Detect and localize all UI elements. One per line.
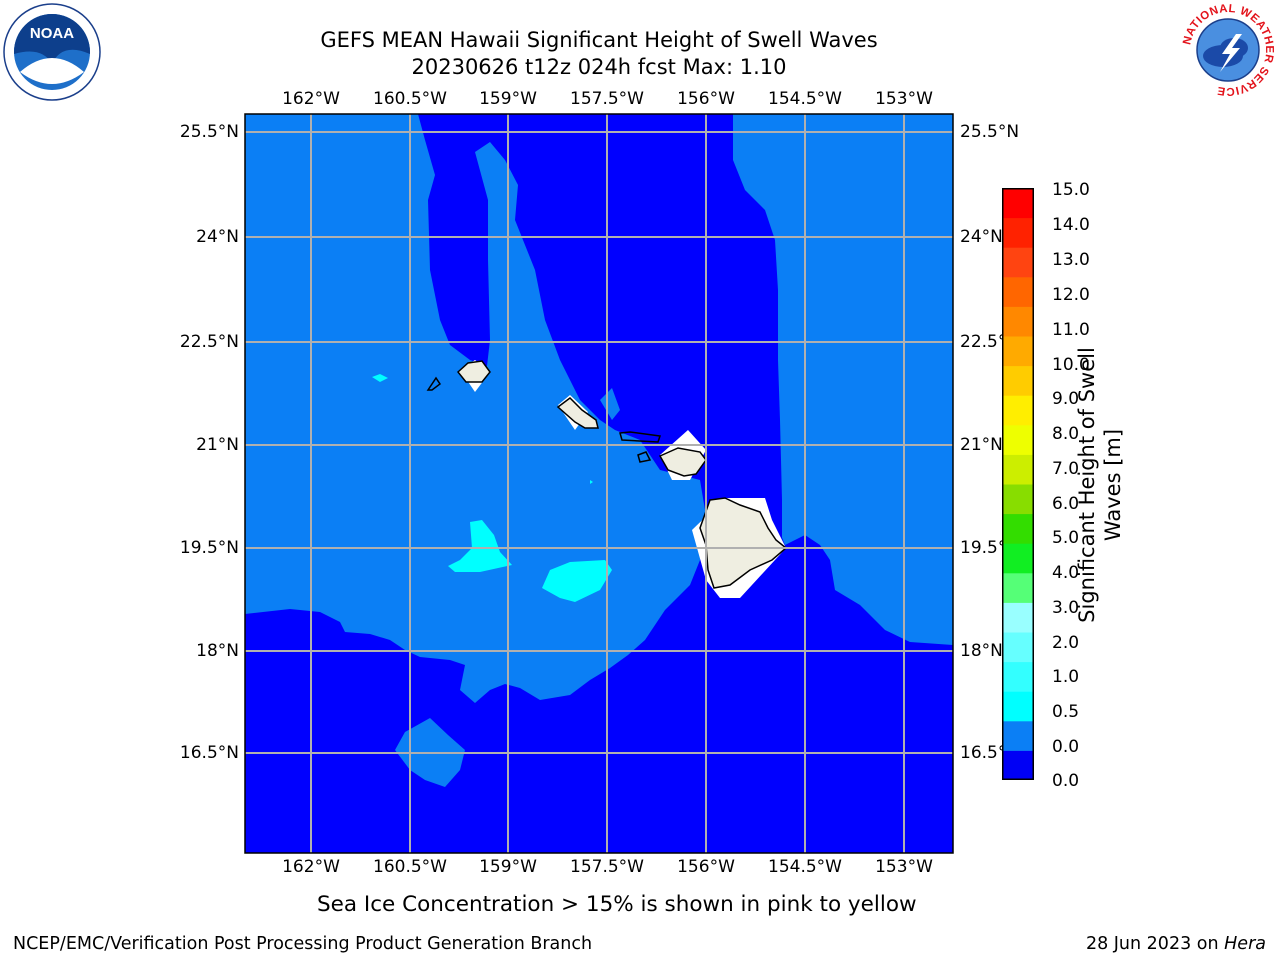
swell-band-1-0-1-5: [372, 374, 388, 382]
colorbar-swatch: [1002, 365, 1034, 396]
colorbar-swatch: [1002, 306, 1034, 337]
colorbar-swatch: [1002, 661, 1034, 692]
lat-tick-left: 22.5°N: [179, 332, 239, 352]
colorbar-swatch: [1002, 513, 1034, 544]
colorbar-tick: 10.0: [1052, 355, 1090, 375]
chart-title-line2: 20230626 t12z 024h fcst Max: 1.10: [411, 55, 787, 79]
colorbar-swatch: [1002, 484, 1034, 515]
lon-tick-bottom: 154.5°W: [768, 857, 842, 877]
colorbar-swatch: [1002, 188, 1034, 219]
island-oahu: [556, 397, 599, 429]
lon-tick-top: 160.5°W: [373, 89, 447, 109]
colorbar-swatch: [1002, 336, 1034, 367]
colorbar-tick: 6.0: [1052, 494, 1080, 514]
lat-tick-left: 16.5°N: [179, 743, 239, 763]
colorbar-swatch: [1002, 454, 1034, 485]
colorbar-swatch: [1002, 602, 1034, 633]
colorbar-tick: 0.0: [1052, 737, 1080, 757]
colorbar-swatch: [1002, 543, 1034, 574]
lat-tick-right: 25.5°N: [960, 122, 1020, 142]
colorbar-tick: 2.0: [1052, 633, 1080, 653]
colorbar-frame: [1002, 188, 1034, 780]
colorbar-swatch: [1002, 720, 1034, 751]
lon-tick-top: 159°W: [479, 89, 537, 109]
nws-logo: NATIONAL WEATHER SERVICE: [1178, 0, 1278, 100]
colorbar-label-line2: Waves [m]: [1101, 428, 1125, 542]
colorbar-tick: 12.0: [1052, 285, 1090, 305]
map-layers: [245, 114, 953, 853]
lon-tick-top: 156°W: [677, 89, 735, 109]
swell-band-1-0-1-5: [448, 520, 512, 572]
colorbar-tick: 1.0: [1052, 667, 1080, 687]
colorbar-tick: 4.0: [1052, 563, 1080, 583]
lon-tick-bottom: 156°W: [677, 857, 735, 877]
colorbar: [1002, 188, 1034, 780]
colorbar-tick: 0.0: [1052, 771, 1080, 791]
lat-tick-left: 24°N: [196, 227, 239, 247]
colorbar-tick: 14.0: [1052, 215, 1090, 235]
swell-band-1-0-1-5: [542, 560, 612, 602]
colorbar-swatch: [1002, 572, 1034, 603]
lon-tick-bottom: 157.5°W: [570, 857, 644, 877]
lon-tick-top: 154.5°W: [768, 89, 842, 109]
footer-date: 28 Jun 2023 on: [1085, 934, 1225, 954]
lon-tick-top: 157.5°W: [570, 89, 644, 109]
lat-tick-left: 25.5°N: [179, 122, 239, 142]
colorbar-tick: 11.0: [1052, 320, 1090, 340]
colorbar-tick: 8.0: [1052, 424, 1080, 444]
swell-band-1-0-1-5: [590, 480, 593, 484]
island-kauai: [456, 360, 491, 383]
colorbar-swatch: [1002, 276, 1034, 307]
colorbar-swatch: [1002, 750, 1034, 780]
chart-title-line1: GEFS MEAN Hawaii Significant Height of S…: [320, 28, 878, 52]
lon-tick-top: 153°W: [875, 89, 933, 109]
island-molokai: [619, 431, 661, 443]
colorbar-tick: 9.0: [1052, 389, 1080, 409]
colorbar-swatch: [1002, 247, 1034, 278]
colorbar-tick: 15.0: [1052, 180, 1090, 200]
sea-ice-note: Sea Ice Concentration > 15% is shown in …: [317, 892, 917, 917]
noaa-logo: NOAA: [2, 2, 102, 102]
lat-tick-left: 21°N: [196, 435, 239, 455]
colorbar-tick: 7.0: [1052, 459, 1080, 479]
colorbar-swatch: [1002, 217, 1034, 248]
lon-tick-bottom: 160.5°W: [373, 857, 447, 877]
island-lanai: [637, 451, 652, 463]
map-frame: [244, 113, 954, 854]
lat-tick-left: 19.5°N: [179, 538, 239, 558]
lon-tick-bottom: 153°W: [875, 857, 933, 877]
colorbar-swatch: [1002, 632, 1034, 663]
colorbar-swatch: [1002, 424, 1034, 455]
colorbar-tick: 0.5: [1052, 702, 1080, 722]
footer-right: 28 Jun 2023 on Hera: [1086, 933, 1266, 955]
colorbar-label-line1: Significant Height of Swell: [1075, 347, 1099, 623]
colorbar-tick: 3.0: [1052, 598, 1080, 618]
colorbar-swatch: [1002, 395, 1034, 426]
island-niihau: [426, 376, 442, 391]
island-maui: [658, 447, 707, 477]
footer-machine: Hera: [1224, 934, 1266, 954]
lon-tick-bottom: 162°W: [282, 857, 340, 877]
lon-tick-top: 162°W: [282, 89, 340, 109]
colorbar-swatch: [1002, 691, 1034, 722]
lat-tick-right: 24°N: [960, 227, 1003, 247]
lon-tick-bottom: 159°W: [479, 857, 537, 877]
lat-tick-right: 21°N: [960, 435, 1003, 455]
swell-band-0-5-1-0: [600, 388, 620, 420]
colorbar-tick: 13.0: [1052, 250, 1090, 270]
lat-tick-right: 18°N: [960, 641, 1003, 661]
footer-left: NCEP/EMC/Verification Post Processing Pr…: [13, 934, 593, 954]
lat-tick-left: 18°N: [196, 641, 239, 661]
colorbar-tick: 5.0: [1052, 528, 1080, 548]
svg-text:NOAA: NOAA: [30, 25, 74, 42]
